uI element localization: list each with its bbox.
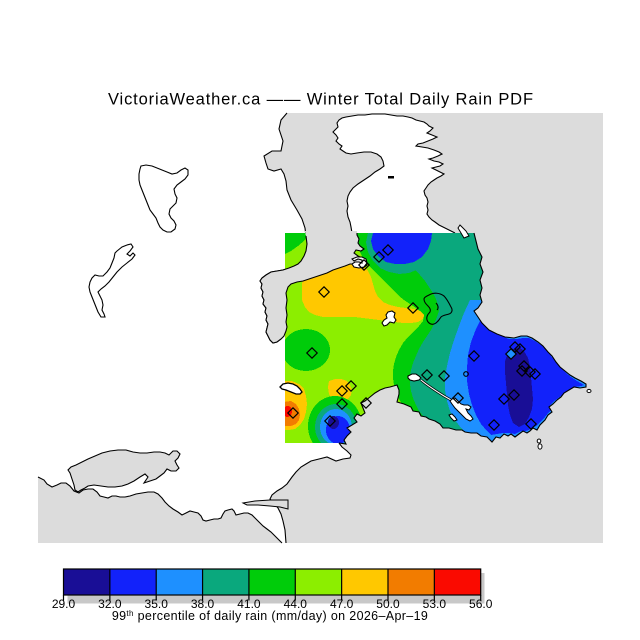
svg-text:44.0: 44.0 [284,597,308,611]
svg-text:35.0: 35.0 [145,597,169,611]
svg-text:99th percentile of daily rain: 99th percentile of daily rain (mm/day) o… [112,609,428,623]
svg-text:41.0: 41.0 [237,597,261,611]
svg-text:50.0: 50.0 [376,597,400,611]
svg-text:47.0: 47.0 [330,597,354,611]
svg-text:32.0: 32.0 [98,597,122,611]
svg-text:VictoriaWeather.ca —— Winter T: VictoriaWeather.ca —— Winter Total Daily… [108,91,534,109]
svg-text:38.0: 38.0 [191,597,215,611]
svg-text:29.0: 29.0 [52,597,76,611]
svg-text:56.0: 56.0 [469,597,493,611]
svg-text:53.0: 53.0 [423,597,447,611]
